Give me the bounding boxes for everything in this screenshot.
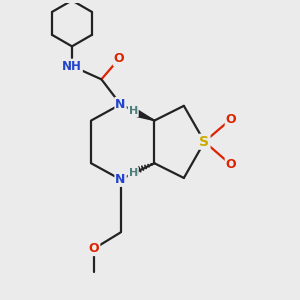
Text: O: O bbox=[114, 52, 124, 65]
Text: N: N bbox=[116, 98, 126, 111]
Polygon shape bbox=[136, 110, 154, 121]
Text: S: S bbox=[200, 135, 209, 149]
Text: N: N bbox=[116, 173, 126, 186]
Text: O: O bbox=[226, 158, 236, 171]
Text: O: O bbox=[89, 242, 99, 255]
Text: NH: NH bbox=[62, 60, 82, 73]
Text: H: H bbox=[129, 106, 138, 116]
Text: H: H bbox=[129, 168, 138, 178]
Text: O: O bbox=[226, 112, 236, 126]
